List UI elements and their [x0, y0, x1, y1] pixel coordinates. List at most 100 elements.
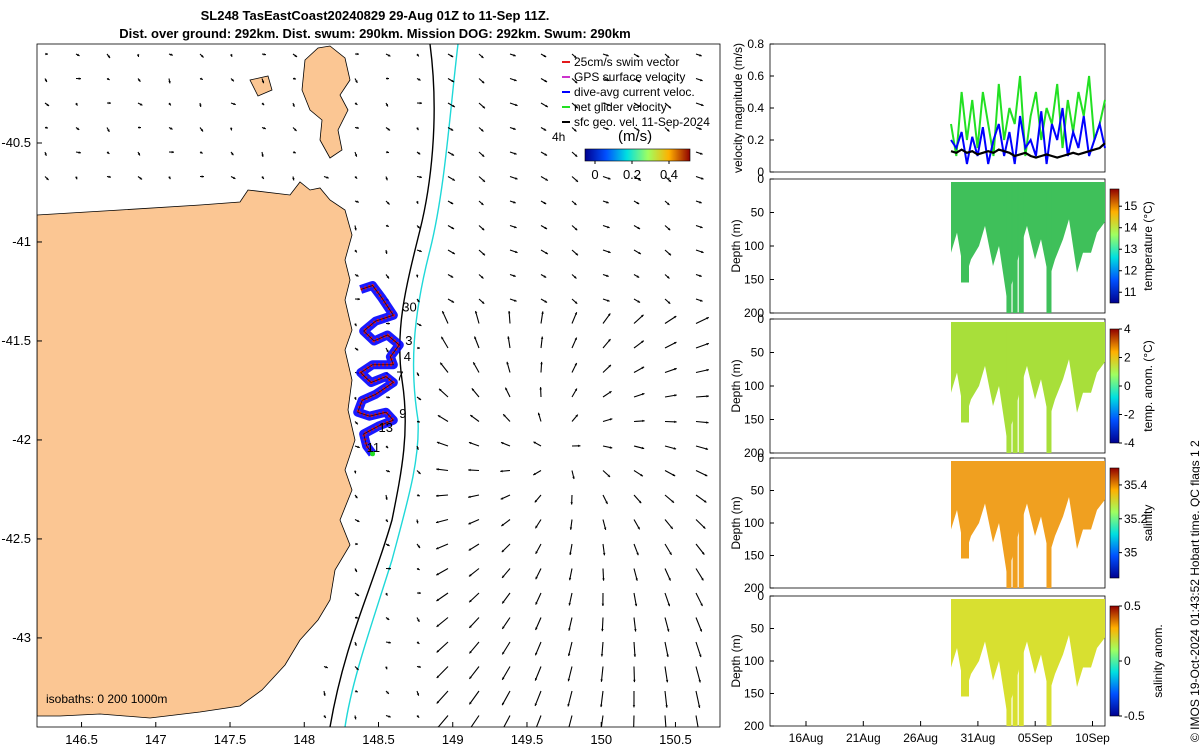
vector-arrowhead [669, 552, 672, 555]
vector-arrow [695, 666, 701, 683]
vector-arrowhead [502, 575, 505, 578]
velocity-ylabel: velocity magnitude (m/s) [731, 43, 745, 173]
vector-arrowhead [700, 78, 703, 82]
vector-arrowhead [515, 103, 518, 107]
depth-tick-label: 200 [744, 446, 764, 460]
vector-arrowhead [436, 572, 439, 576]
deep-dive-column [961, 461, 969, 559]
vector-arrowhead [292, 177, 295, 181]
vector-arrowhead [535, 652, 538, 656]
day-label: 9 [399, 406, 406, 421]
vector-arrowhead [603, 527, 607, 530]
vector-arrow [534, 690, 542, 707]
vector-arrowhead [666, 629, 670, 632]
depth-tick-label: 0 [757, 589, 764, 603]
vector-arrowhead [75, 103, 78, 106]
vector-arrowhead [568, 577, 572, 581]
vector-arrowhead [607, 313, 611, 316]
vector-arrowhead [200, 128, 203, 132]
legend-label: net glider velocity [574, 100, 667, 114]
map-chart: 30 347 9 13 11 146.5 147 147.5 148 148.5 149 149.5… [1, 43, 721, 747]
vector-arrowhead [575, 414, 578, 418]
vector-arrowhead [386, 617, 390, 620]
vector-arrowhead [533, 472, 536, 475]
vector-arrowhead [668, 179, 671, 182]
deep-dive-column [1018, 182, 1024, 313]
vector-arrowhead [355, 274, 359, 277]
vector-arrowhead [436, 675, 440, 678]
vector-arrowhead [641, 340, 644, 344]
vector-arrowhead [386, 77, 389, 80]
vector-arrowhead [437, 415, 441, 418]
vector-arrowhead [468, 522, 471, 525]
vector-arrowhead [641, 366, 645, 370]
isobath-1000m [344, 44, 459, 727]
vector-arrowhead [355, 542, 358, 546]
vector-arrowhead [544, 153, 548, 156]
deep-dive-column [1046, 461, 1052, 588]
profile-fill [951, 322, 1105, 440]
legend-label: GPS surface velocity [574, 70, 685, 84]
vector-arrowhead [637, 79, 641, 83]
vector-arrowhead [670, 526, 673, 529]
vector-arrowhead [600, 704, 603, 708]
vector-arrowhead [575, 105, 578, 109]
vector-arrowhead [417, 494, 420, 497]
vector-arrowhead [544, 300, 548, 303]
surface-velocity-vectors [44, 52, 710, 727]
vector-arrow [567, 666, 573, 682]
vector-arrowhead [502, 677, 505, 680]
legend-label: sfc geo. vel. 11-Sep-2024 [574, 115, 710, 129]
vector-arrowhead [107, 77, 110, 80]
vector-arrowhead [544, 79, 548, 83]
vector-arrowhead [356, 593, 360, 596]
depth-tick-label: 0 [757, 172, 764, 186]
depth-ylabel: Depth (m) [729, 359, 743, 412]
vector-arrowhead [46, 177, 49, 181]
vector-arrowhead [356, 519, 360, 522]
deep-dive-column [1006, 182, 1012, 313]
vector-arrowhead [667, 80, 671, 84]
vector-arrowhead [700, 603, 703, 607]
time-tick-label: 21Aug [846, 731, 881, 745]
vector-arrowhead [386, 150, 389, 154]
credit-text: © IMOS 19-Oct-2024 01:43:52 Hobart time.… [1188, 440, 1200, 742]
vector-arrowhead [573, 55, 577, 58]
vector-arrowhead [607, 78, 610, 82]
vector-arrowhead [474, 336, 477, 340]
vector-arrowhead [45, 126, 48, 129]
vector-arrowhead [385, 593, 388, 596]
vector-arrowhead [574, 312, 577, 315]
vector-arrowhead [637, 300, 641, 303]
vector-arrow [468, 617, 480, 629]
vector-arrowhead [601, 628, 604, 632]
vector-arrowhead [233, 102, 236, 106]
colorbar-tick-label: 13 [1124, 242, 1138, 256]
vector-arrowhead [417, 78, 421, 81]
depth-tick-label: 50 [751, 346, 765, 360]
vector-arrowhead [698, 679, 701, 683]
vector-arrowhead [354, 102, 358, 105]
vector-arrowhead [452, 251, 455, 255]
vector-arrowhead [261, 176, 264, 179]
vector-arrowhead [702, 526, 706, 529]
vector-arrowhead [500, 497, 504, 500]
vector-arrowhead [387, 202, 390, 205]
vector-arrowhead [567, 653, 571, 657]
vector-arrowhead [641, 446, 645, 450]
vector-arrowhead [294, 128, 297, 132]
vector-arrowhead [416, 641, 420, 644]
vector-arrowhead [417, 299, 420, 303]
deep-dive-column [1012, 461, 1018, 588]
vector-arrowhead [573, 202, 577, 205]
vector-arrowhead [471, 388, 475, 391]
velocity-series-line [950, 142, 1106, 159]
title-line-2: Dist. over ground: 292km. Dist. swum: 29… [119, 26, 631, 41]
vector-arrowhead [469, 650, 472, 654]
vector-arrowhead [601, 603, 605, 606]
vector-arrowhead [666, 55, 670, 58]
vector-arrowhead [481, 227, 485, 231]
vector-arrow [503, 715, 511, 727]
vector-arrowhead [574, 362, 577, 366]
